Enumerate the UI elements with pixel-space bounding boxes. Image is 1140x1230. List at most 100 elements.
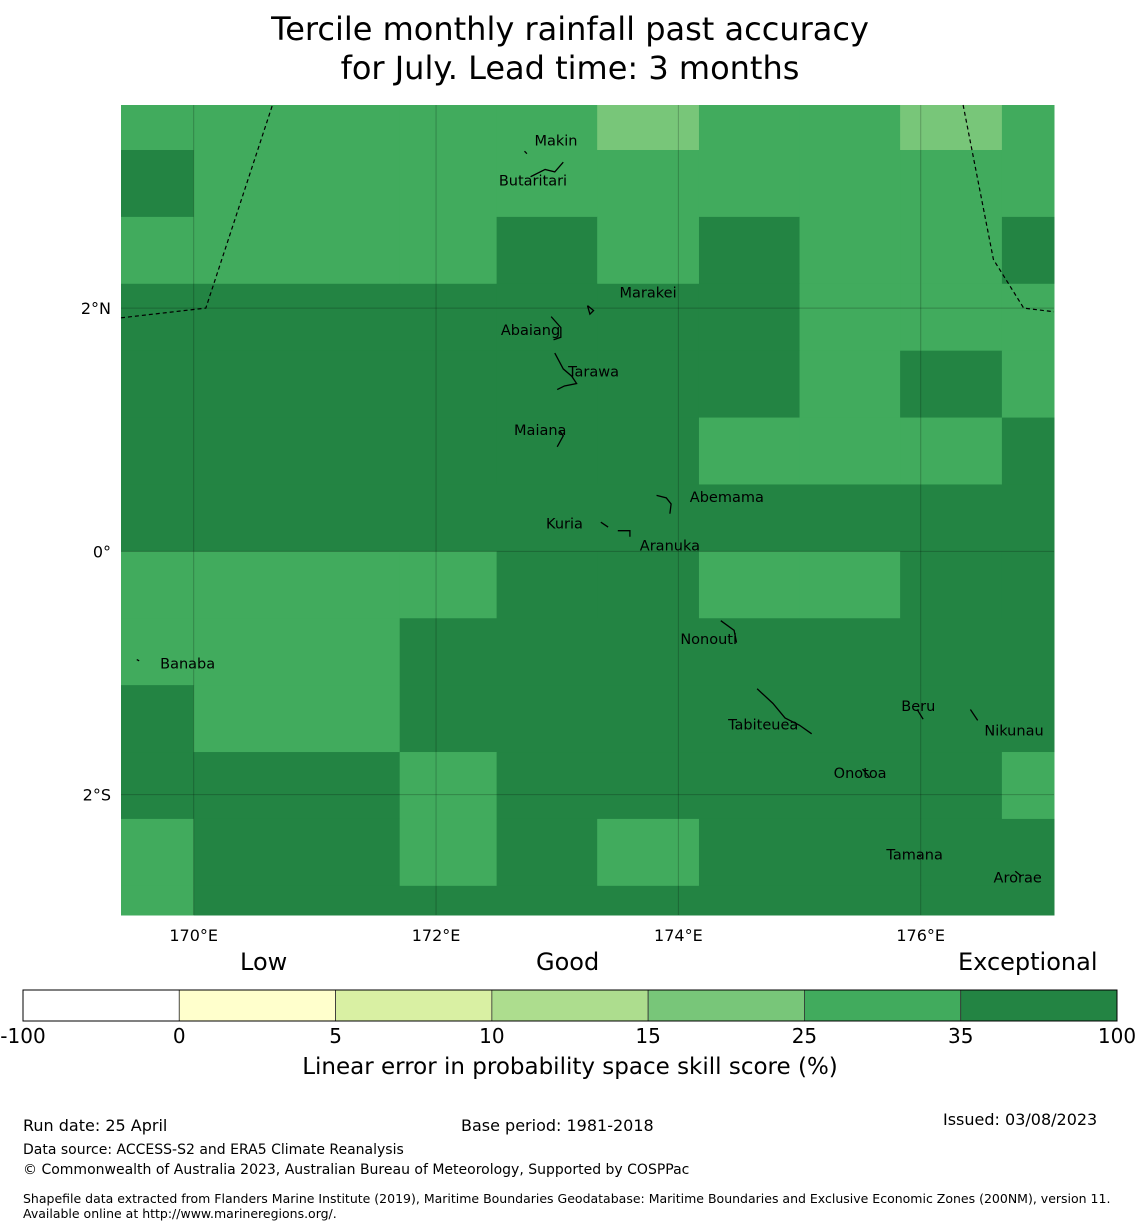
colorbar-label: Linear error in probability space skill … — [302, 1054, 838, 1080]
run-date: Run date: 25 April — [23, 1116, 168, 1135]
grid-cell — [399, 283, 498, 352]
grid-cell — [597, 105, 700, 151]
grid-cell — [1001, 417, 1055, 485]
grid-cell — [597, 216, 700, 285]
grid-cell — [698, 350, 801, 419]
island-label: Kuria — [546, 517, 583, 533]
map-title: Tercile monthly rainfall past accuracy f… — [0, 10, 1140, 88]
grid-cell — [799, 105, 901, 151]
grid-cell — [399, 105, 498, 151]
grid-cell — [698, 818, 1055, 887]
island-label: Onotoa — [834, 766, 887, 782]
data-source: Data source: ACCESS-S2 and ERA5 Climate … — [23, 1142, 404, 1158]
colorbar-tick-label: 35 — [947, 1024, 974, 1048]
grid-cell — [698, 283, 801, 352]
grid-cell — [1001, 350, 1055, 419]
grid-cell — [121, 417, 195, 485]
title-line-2: for July. Lead time: 3 months — [340, 49, 800, 87]
island-outline — [617, 530, 631, 537]
colorbar-tick-label: 100 — [1097, 1024, 1137, 1048]
island-label: Nikunau — [984, 723, 1043, 739]
grid-cell — [496, 350, 598, 419]
grid-cell — [121, 350, 195, 419]
island-label: Makin — [534, 133, 577, 149]
category-good: Good — [536, 948, 600, 976]
grid-cell — [496, 150, 598, 218]
grid-cell — [193, 551, 401, 619]
colorbar-swatch — [178, 989, 336, 1022]
lon-tick-label: 172°E — [412, 926, 461, 945]
island-outline — [1014, 870, 1022, 877]
colorbar-tick-label: 10 — [479, 1024, 505, 1048]
eez-boundaries — [120, 104, 1055, 319]
colorbar-tick-label: 0 — [172, 1024, 186, 1048]
colorbar-tick-label: 5 — [329, 1024, 342, 1048]
grid-cell — [399, 216, 498, 285]
grid-cell — [193, 818, 401, 887]
grid-cell — [900, 551, 1003, 619]
grid-cell — [900, 105, 1003, 151]
eez-boundary-line — [962, 104, 1055, 313]
grid-cell — [399, 551, 498, 619]
category-low: Low — [240, 948, 288, 976]
grid-cell — [121, 818, 195, 887]
title-line-1: Tercile monthly rainfall past accuracy — [271, 10, 869, 48]
island-label: Marakei — [620, 286, 677, 302]
grid-cell — [399, 685, 1055, 753]
colorbar-swatch — [960, 989, 1118, 1022]
lat-tick-label: 0° — [93, 542, 111, 561]
map-axes: 170°E 172°E 174°E 176°E 2°N 0° 2°S — [81, 299, 945, 945]
colorbar-swatch — [22, 989, 180, 1022]
grid-cell — [597, 150, 700, 218]
grid-cell — [399, 417, 498, 485]
grid-cell — [496, 818, 598, 887]
island-label: Beru — [901, 699, 935, 715]
grid-cell — [900, 150, 1003, 218]
lon-tick-label: 174°E — [654, 926, 703, 945]
grid-cell — [1001, 216, 1055, 285]
grid-cell — [1001, 283, 1055, 352]
grid-cell — [799, 150, 901, 218]
island-label: Arorae — [994, 871, 1042, 887]
graticule — [121, 105, 1054, 915]
island-outline — [862, 768, 871, 778]
grid-cell — [496, 283, 598, 352]
grid-cell — [193, 350, 401, 419]
island-outline — [524, 150, 528, 155]
grid-cell — [399, 818, 498, 887]
grid-cell — [193, 216, 401, 285]
grid-cell — [193, 105, 401, 151]
island-outline — [554, 352, 578, 391]
lon-tick-label: 176°E — [896, 926, 945, 945]
island-outline — [586, 305, 595, 316]
grid-cell — [799, 350, 901, 419]
island-outline — [916, 709, 924, 720]
grid-cell — [900, 350, 1003, 419]
grid-cell — [1001, 105, 1055, 151]
grid-cell — [193, 685, 401, 753]
grid-cell — [399, 752, 498, 820]
island-label: Abemama — [690, 490, 764, 506]
island-label: Aranuka — [640, 538, 700, 554]
category-exceptional: Exceptional — [958, 948, 1098, 976]
grid-cell — [597, 350, 700, 419]
island-label: Butaritari — [499, 174, 567, 190]
grid-cell — [1001, 551, 1055, 619]
shapefile-credit: Shapefile data extracted from Flanders M… — [23, 1191, 1111, 1221]
grid-cell — [496, 551, 598, 619]
grid-cell — [799, 216, 901, 285]
island-outline — [136, 659, 140, 662]
grid-cell — [799, 551, 901, 619]
grid-cell — [698, 150, 801, 218]
island-outline — [530, 161, 564, 178]
grid-cell — [399, 350, 498, 419]
issued-date: Issued: 03/08/2023 — [943, 1110, 1098, 1129]
copyright: © Commonwealth of Australia 2023, Austra… — [23, 1162, 690, 1178]
grid-cell — [121, 216, 195, 285]
lon-tick-label: 170°E — [169, 926, 218, 945]
islands: Makin Butaritari Marakei Abaiang Tarawa Maian… — [136, 133, 1044, 887]
grid-cell — [1001, 150, 1055, 218]
lat-tick-label: 2°N — [81, 299, 111, 318]
grid-cell — [121, 885, 195, 916]
grid-cell — [698, 551, 801, 619]
